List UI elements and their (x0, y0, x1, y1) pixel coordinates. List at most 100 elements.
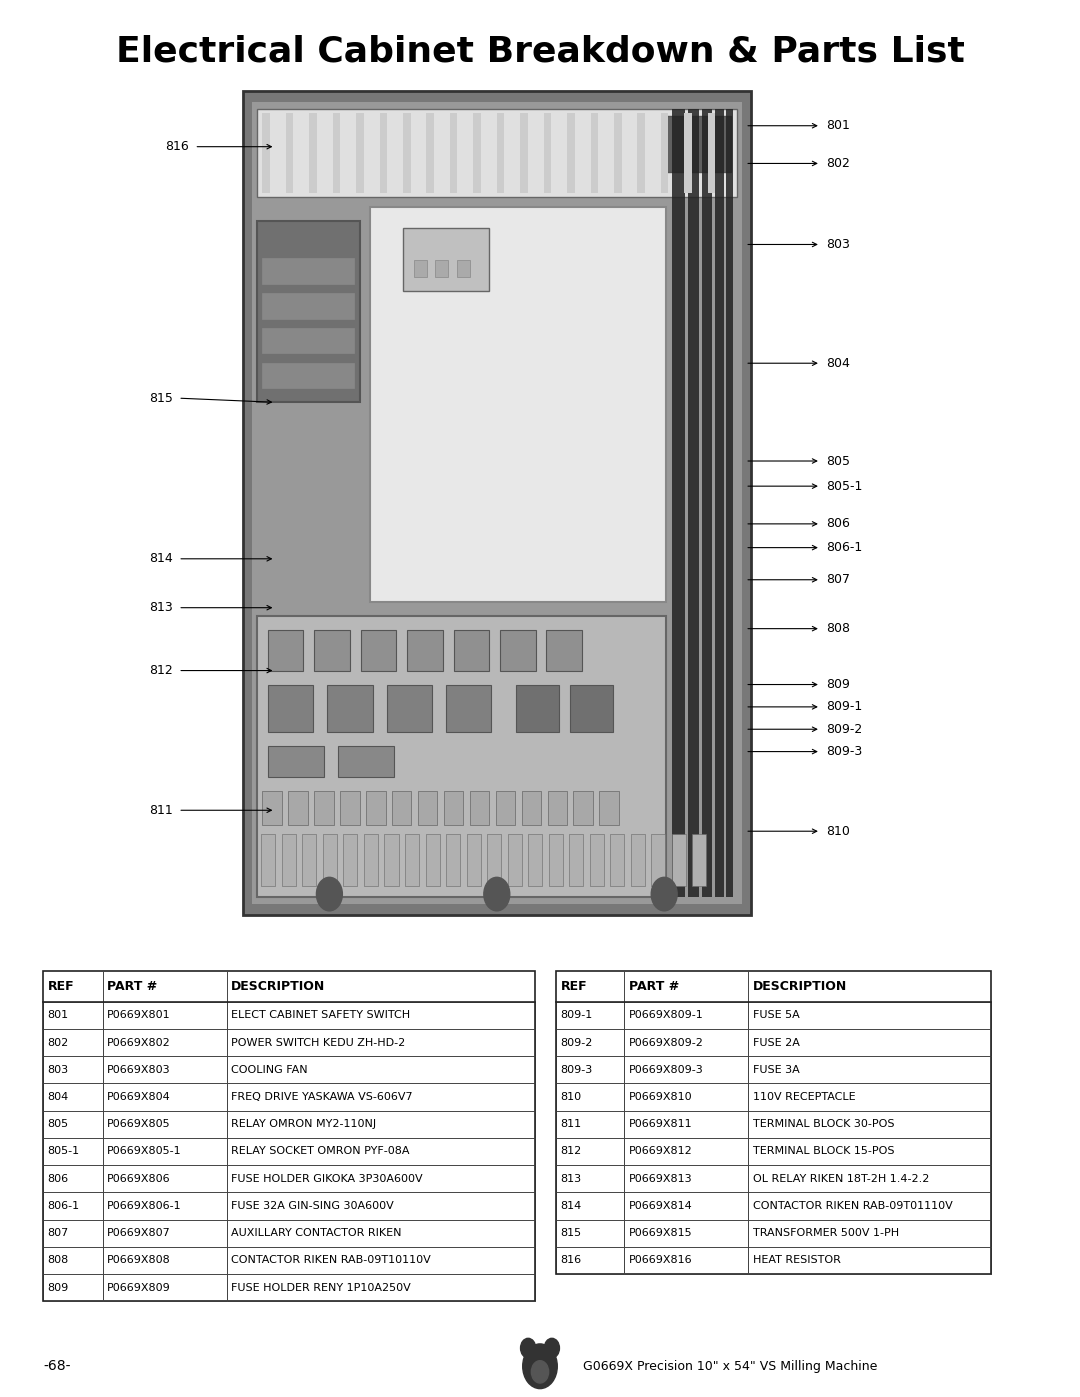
Bar (556, 1030, 991, 1056)
Text: 809-1: 809-1 (826, 700, 863, 714)
Text: 805-1: 805-1 (826, 479, 863, 493)
Bar (43, 971, 535, 1002)
Bar (556, 1111, 624, 1137)
Bar (227, 1220, 535, 1248)
Bar (748, 1084, 991, 1111)
Bar (426, 834, 440, 886)
Bar (103, 1248, 227, 1274)
Bar (567, 113, 575, 193)
Bar (43, 1030, 535, 1056)
Bar (323, 834, 337, 886)
Circle shape (521, 1338, 536, 1358)
Bar (418, 792, 437, 826)
Bar (726, 109, 733, 897)
Bar (103, 1274, 227, 1302)
Bar (364, 834, 378, 886)
Bar (631, 834, 645, 886)
Bar (624, 1220, 748, 1248)
Text: 810: 810 (561, 1092, 582, 1102)
Bar (487, 834, 501, 886)
Bar (268, 685, 313, 732)
Bar (556, 1030, 624, 1056)
Bar (282, 834, 296, 886)
Bar (500, 630, 536, 671)
Bar (227, 1137, 535, 1165)
Bar (624, 1056, 748, 1084)
Text: P0669X809-1: P0669X809-1 (629, 1010, 703, 1020)
Text: 813: 813 (561, 1173, 582, 1183)
Text: 814: 814 (149, 552, 173, 566)
Text: 807: 807 (826, 573, 850, 587)
Bar (457, 260, 470, 277)
Text: 814: 814 (561, 1201, 582, 1211)
Text: 802: 802 (48, 1038, 69, 1048)
Bar (556, 1165, 991, 1193)
Bar (497, 113, 504, 193)
Text: P0669X808: P0669X808 (107, 1256, 171, 1266)
Bar (227, 1002, 535, 1030)
Bar (446, 834, 460, 886)
Text: P0669X802: P0669X802 (107, 1038, 171, 1048)
Bar (610, 834, 624, 886)
Text: FUSE 3A: FUSE 3A (753, 1065, 799, 1074)
Bar (591, 113, 598, 193)
Bar (43, 1056, 535, 1084)
Text: 803: 803 (48, 1065, 69, 1074)
Bar (624, 1248, 748, 1274)
Text: 805: 805 (48, 1119, 69, 1129)
Bar (227, 1165, 535, 1193)
Bar (43, 1193, 103, 1220)
Bar (43, 1248, 103, 1274)
Bar (666, 116, 731, 172)
Bar (370, 207, 666, 602)
Text: P0669X807: P0669X807 (107, 1228, 171, 1238)
Text: TRANSFORMER 500V 1-PH: TRANSFORMER 500V 1-PH (753, 1228, 899, 1238)
Bar (43, 1274, 103, 1302)
Bar (435, 260, 448, 277)
Bar (43, 1165, 535, 1193)
Bar (43, 1030, 103, 1056)
Bar (103, 1030, 227, 1056)
Text: COOLING FAN: COOLING FAN (231, 1065, 308, 1074)
Bar (257, 221, 360, 402)
Text: 809-3: 809-3 (826, 745, 863, 759)
Text: FREQ DRIVE YASKAWA VS-606V7: FREQ DRIVE YASKAWA VS-606V7 (231, 1092, 413, 1102)
Bar (556, 1111, 991, 1137)
Text: AUXILLARY CONTACTOR RIKEN: AUXILLARY CONTACTOR RIKEN (231, 1228, 402, 1238)
Bar (243, 91, 751, 915)
Bar (43, 1084, 103, 1111)
Bar (685, 113, 692, 193)
Bar (314, 630, 350, 671)
Bar (262, 113, 270, 193)
Bar (692, 834, 706, 886)
Bar (556, 1193, 991, 1220)
Bar (227, 1084, 535, 1111)
Circle shape (531, 1361, 549, 1383)
Bar (43, 971, 535, 1302)
Bar (446, 685, 491, 732)
Text: 802: 802 (826, 156, 850, 170)
Text: Electrical Cabinet Breakdown & Parts List: Electrical Cabinet Breakdown & Parts Lis… (116, 35, 964, 68)
Text: 804: 804 (48, 1092, 69, 1102)
Bar (556, 1002, 991, 1030)
Bar (302, 834, 316, 886)
Bar (405, 834, 419, 886)
Bar (748, 1220, 991, 1248)
Text: 801: 801 (826, 119, 850, 133)
Text: P0669X805: P0669X805 (107, 1119, 171, 1129)
Bar (637, 113, 645, 193)
Text: 807: 807 (48, 1228, 69, 1238)
Text: P0669X806-1: P0669X806-1 (107, 1201, 181, 1211)
Bar (590, 834, 604, 886)
Bar (288, 792, 308, 826)
Text: FUSE HOLDER GIKOKA 3P30A600V: FUSE HOLDER GIKOKA 3P30A600V (231, 1173, 422, 1183)
Bar (549, 834, 563, 886)
Bar (309, 113, 316, 193)
Circle shape (484, 877, 510, 911)
Bar (262, 328, 354, 353)
Bar (556, 1220, 991, 1248)
Bar (43, 1137, 535, 1165)
Bar (43, 1002, 103, 1030)
Bar (688, 109, 699, 897)
Bar (470, 792, 489, 826)
